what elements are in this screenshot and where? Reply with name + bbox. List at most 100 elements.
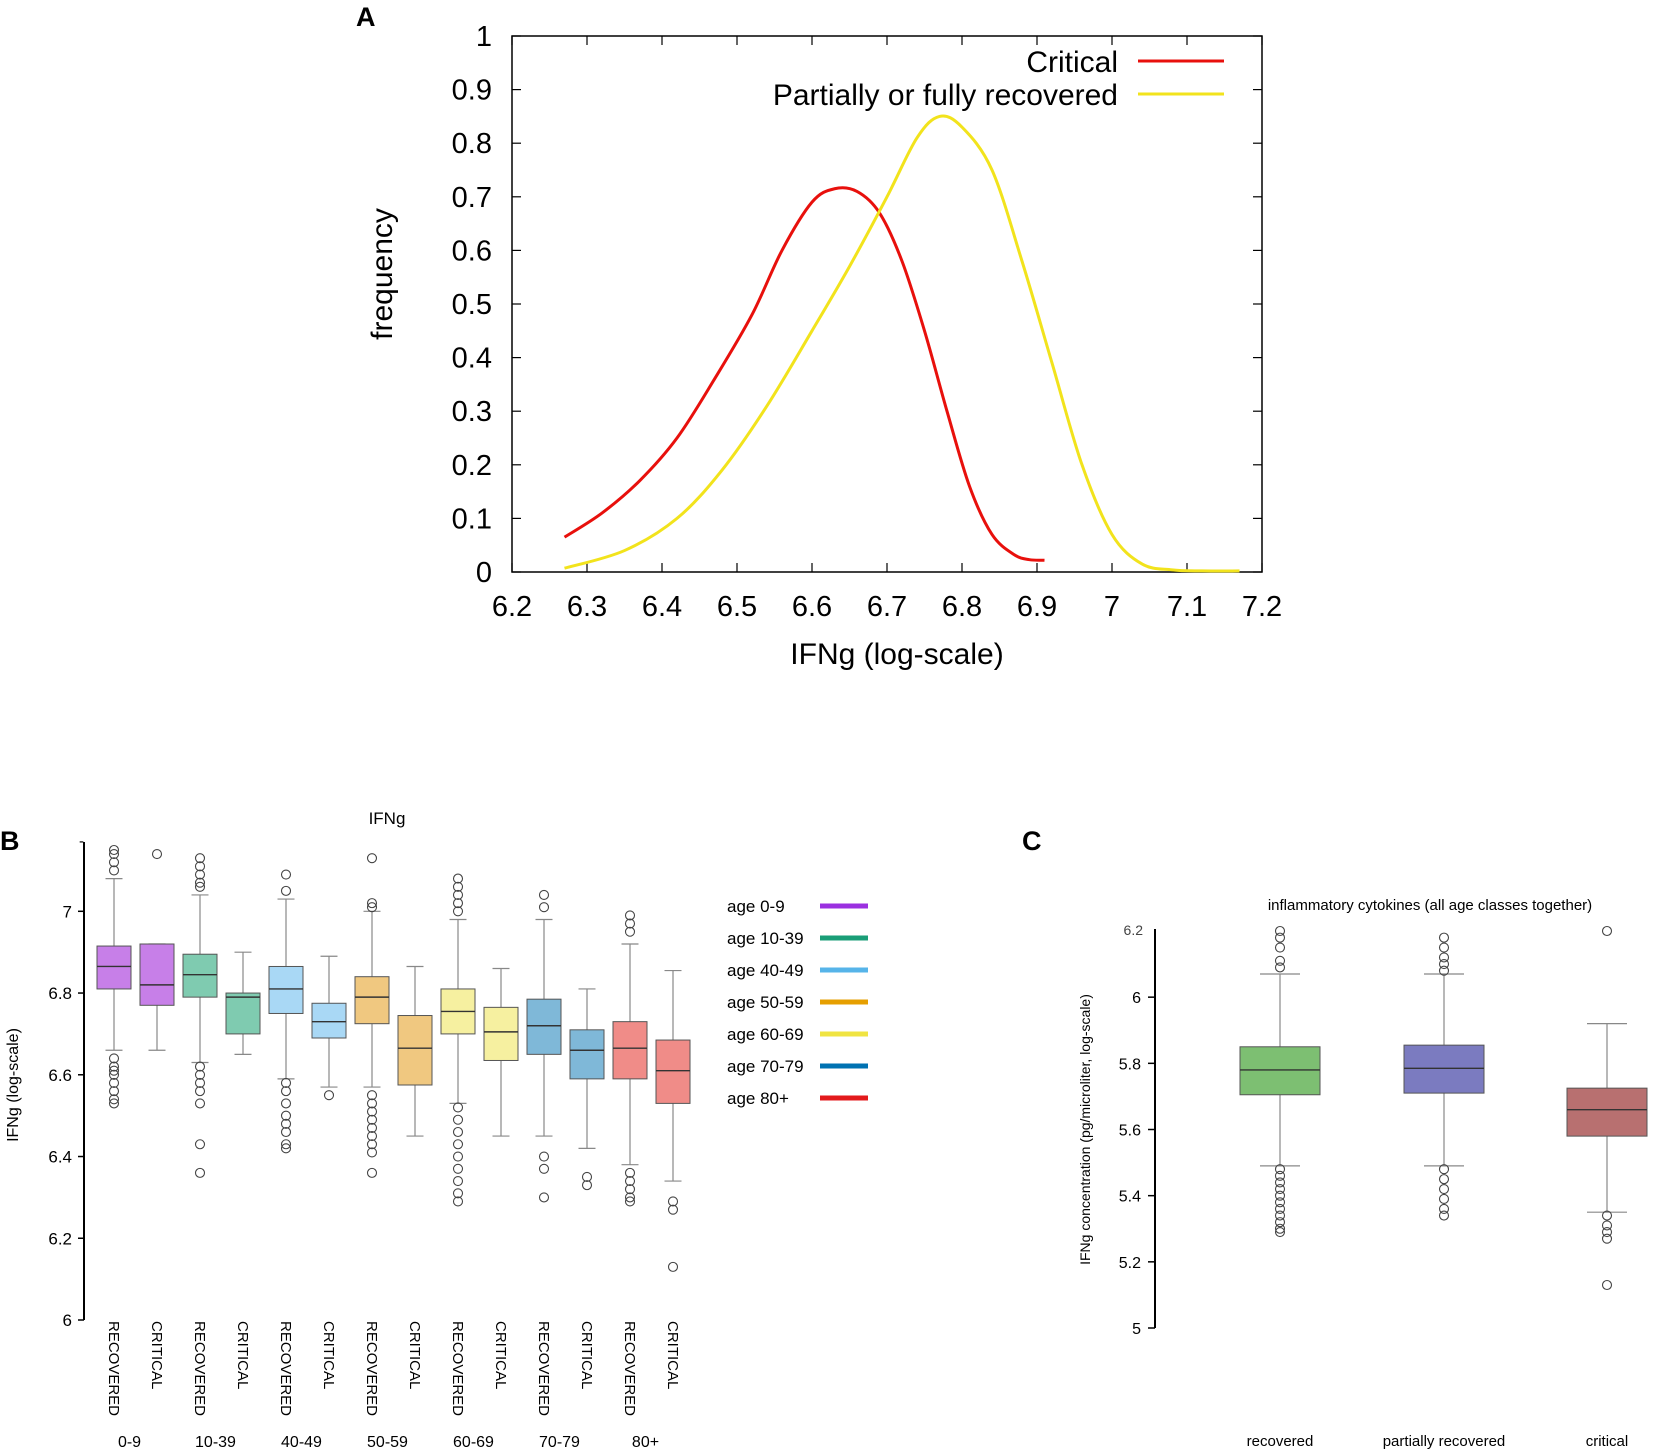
outlier-point bbox=[1274, 942, 1286, 953]
y-axis-label: IFNg (log-scale) bbox=[5, 1028, 22, 1142]
y-tick-label: 5.4 bbox=[1119, 1189, 1141, 1206]
outlier-point bbox=[1438, 1193, 1450, 1205]
category-label: CRITICAL bbox=[148, 1321, 165, 1389]
y-tick-label: 6.2 bbox=[48, 1229, 72, 1248]
outlier-point bbox=[667, 1204, 679, 1215]
outlier-point bbox=[366, 1114, 378, 1125]
x-tick-label: 6.5 bbox=[717, 591, 757, 623]
x-tick-label: 6.6 bbox=[792, 591, 832, 623]
outlier-point bbox=[1274, 962, 1286, 973]
outlier-point bbox=[1274, 1197, 1286, 1208]
outlier-point bbox=[538, 1151, 550, 1162]
outlier-point bbox=[1274, 932, 1286, 943]
panel-a-letter: A bbox=[356, 2, 376, 32]
outlier-point bbox=[1274, 1227, 1286, 1238]
category-label: CRITICAL bbox=[234, 1321, 251, 1389]
outlier-point bbox=[1438, 932, 1450, 943]
category-label: partially recovered bbox=[1383, 1433, 1506, 1450]
outlier-point bbox=[1274, 1223, 1286, 1234]
legend-label: age 50-59 bbox=[727, 993, 804, 1012]
x-tick-label: 6.2 bbox=[492, 591, 532, 623]
category-label: RECOVERED bbox=[191, 1321, 208, 1416]
box-7 bbox=[397, 1015, 433, 1086]
outlier-point bbox=[452, 1163, 464, 1174]
outlier-point bbox=[366, 1122, 378, 1133]
outlier-point bbox=[366, 898, 378, 909]
legend-label-critical: Critical bbox=[1026, 46, 1118, 79]
x-tick-label: 6.7 bbox=[867, 591, 907, 623]
box-10 bbox=[526, 998, 562, 1055]
group-label: 10-39 bbox=[195, 1434, 236, 1451]
category-label: RECOVERED bbox=[363, 1321, 380, 1416]
outlier-point bbox=[108, 1065, 120, 1076]
x-tick-label: 6.4 bbox=[642, 591, 682, 623]
y-top-tick-label: 6.2 bbox=[1124, 922, 1144, 938]
outlier-point bbox=[1438, 1183, 1450, 1195]
y-tick-label: 0 bbox=[476, 557, 492, 589]
outlier-point bbox=[1274, 1183, 1286, 1195]
y-tick-label: 0.2 bbox=[452, 450, 492, 482]
outlier-point bbox=[194, 1086, 206, 1097]
category-label: CRITICAL bbox=[578, 1321, 595, 1389]
outlier-point bbox=[366, 1131, 378, 1142]
legend-label: age 40-49 bbox=[727, 961, 804, 980]
outlier-point bbox=[323, 1090, 335, 1101]
outlier-point bbox=[108, 865, 120, 876]
y-axis-label: IFNg concentration (pg/microliter, log-s… bbox=[1077, 994, 1093, 1265]
outlier-point bbox=[280, 1110, 292, 1121]
outlier-point bbox=[280, 1143, 292, 1154]
outlier-point bbox=[452, 1126, 464, 1138]
series-line-critical bbox=[563, 186, 1045, 562]
outlier-point bbox=[108, 849, 120, 860]
outlier-point bbox=[194, 1077, 206, 1089]
y-tick-label: 0.1 bbox=[452, 503, 492, 535]
y-top-tick-label: - bbox=[79, 833, 84, 850]
outlier-point bbox=[581, 1171, 593, 1183]
y-tick-label: 0.3 bbox=[452, 396, 492, 428]
box-2 bbox=[1566, 1087, 1648, 1137]
outlier-point bbox=[452, 906, 464, 917]
outlier-point bbox=[194, 853, 206, 864]
outlier-point bbox=[667, 1196, 679, 1207]
x-tick-label: 6.3 bbox=[567, 591, 607, 623]
y-tick-label: 0.4 bbox=[452, 343, 492, 375]
outlier-point bbox=[280, 885, 292, 896]
outlier-point bbox=[538, 889, 550, 901]
outlier-point bbox=[1274, 1217, 1286, 1228]
plot-frame bbox=[511, 35, 1263, 573]
outlier-point bbox=[108, 857, 120, 868]
outlier-point bbox=[280, 1077, 292, 1089]
y-axis-label: frequency bbox=[366, 208, 399, 340]
y-tick-label: 5.6 bbox=[1119, 1123, 1141, 1140]
outlier-point bbox=[452, 889, 464, 901]
outlier-point bbox=[581, 1180, 593, 1191]
x-tick-label: 7 bbox=[1104, 591, 1120, 623]
outlier-point bbox=[194, 1069, 206, 1080]
outlier-point bbox=[1438, 1210, 1450, 1221]
panel-b-letter: B bbox=[0, 826, 20, 856]
outlier-point bbox=[624, 1184, 636, 1195]
outlier-point bbox=[366, 1147, 378, 1158]
box-4 bbox=[268, 965, 304, 1014]
x-tick-label: 6.8 bbox=[942, 591, 982, 623]
chart-b-boxplot: - 6 6.2 6.4 6.6 6.8 7 IFNg (log-scale) IFNg RECOV… bbox=[5, 809, 868, 1451]
outlier-point bbox=[452, 1139, 464, 1150]
outlier-point bbox=[452, 1102, 464, 1113]
outlier-point bbox=[667, 1261, 679, 1272]
chart-a-density: 6.2 6.3 6.4 6.5 6.6 6.7 6.8 6.9 7 7.1 7.2 0 0.1 0.2 0.… bbox=[366, 21, 1282, 671]
outlier-point bbox=[1274, 1190, 1286, 1201]
category-label: CRITICAL bbox=[492, 1321, 509, 1389]
outlier-point bbox=[194, 1139, 206, 1150]
group-label: 40-49 bbox=[281, 1434, 322, 1451]
outlier-point bbox=[624, 926, 636, 937]
outlier-point bbox=[1274, 955, 1286, 966]
outlier-point bbox=[624, 1167, 636, 1178]
box-3 bbox=[225, 992, 261, 1035]
outlier-point bbox=[194, 1167, 206, 1178]
legend-label: age 0-9 bbox=[727, 897, 785, 916]
group-label: 50-59 bbox=[367, 1434, 408, 1451]
outlier-point bbox=[1601, 1210, 1613, 1221]
outlier-point bbox=[280, 1086, 292, 1097]
outlier-point bbox=[1601, 925, 1613, 937]
outlier-point bbox=[151, 849, 163, 860]
